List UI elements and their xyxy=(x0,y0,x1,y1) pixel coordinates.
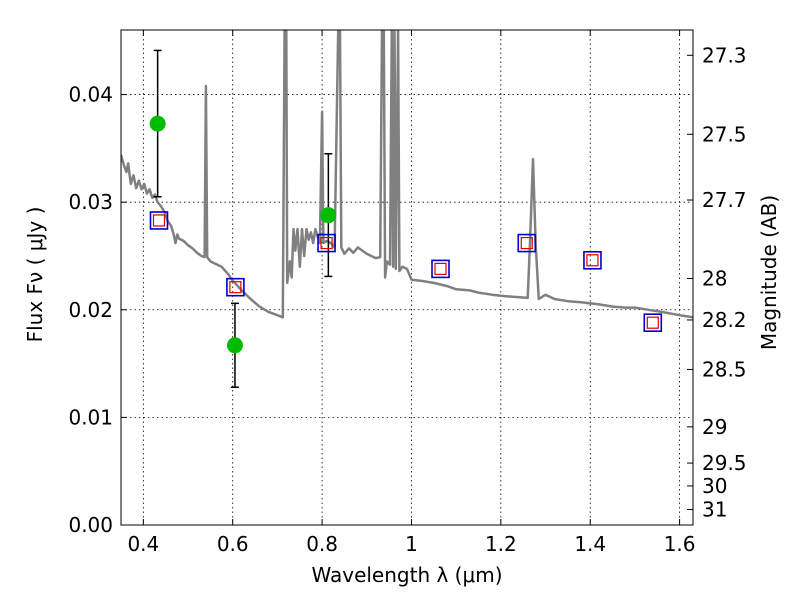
y-tick-label: 0.00 xyxy=(68,513,113,537)
model-photometry-inner xyxy=(586,254,599,267)
x-tick-label: 1.6 xyxy=(664,532,696,556)
magnitude-tick-label: 28 xyxy=(702,266,727,290)
x-tick-label: 0.6 xyxy=(217,532,249,556)
magnitude-axis-label: Magnitude (AB) xyxy=(757,195,781,350)
y-axis-label: Flux Fν ( μJy ) xyxy=(23,207,47,343)
x-tick-label: 1.2 xyxy=(485,532,517,556)
plot-frame xyxy=(120,29,694,526)
magnitude-tick-label: 27.5 xyxy=(702,122,747,146)
model-photometry-inner xyxy=(434,262,447,275)
y-tick-label: 0.03 xyxy=(68,190,113,214)
model-photometry-point xyxy=(431,259,450,279)
data-layer xyxy=(121,30,693,389)
magnitude-tick-label: 30 xyxy=(702,474,727,498)
x-tick-label: 1.4 xyxy=(574,532,606,556)
plot-area xyxy=(121,30,693,389)
model-photometry-inner xyxy=(520,236,533,250)
grid xyxy=(121,30,693,526)
model-photometry-inner xyxy=(646,316,659,329)
magnitude-tick-label: 28.5 xyxy=(702,357,747,381)
y-tick-label: 0.02 xyxy=(68,298,113,322)
magnitude-tick-label: 31 xyxy=(702,497,727,521)
model-photometry-point xyxy=(317,233,336,253)
model-photometry-point xyxy=(517,233,537,253)
model-photometry-inner xyxy=(152,214,166,227)
magnitude-tick-label: 29 xyxy=(702,415,727,439)
x-axis-label: Wavelength λ (μm) xyxy=(311,563,502,587)
model-photometry-point xyxy=(149,211,169,230)
model-photometry-point xyxy=(583,250,602,270)
magnitude-tick-label: 27.3 xyxy=(702,43,747,67)
magnitude-tick-label: 29.5 xyxy=(702,451,747,475)
x-tick-label: 0.4 xyxy=(127,532,159,556)
model-photometry-inner xyxy=(320,236,333,250)
observed-point xyxy=(149,115,166,132)
observed-point xyxy=(226,337,243,354)
model-photometry-inner xyxy=(229,281,242,294)
magnitude-tick-label: 27.7 xyxy=(702,188,747,212)
y-tick-label: 0.04 xyxy=(68,83,113,107)
ticks: 0.4 0.6 0.8 1 1.2 1.4 1.6 0.00 0.01 0.02 0.03 0.04 2… xyxy=(68,30,747,556)
observed-point xyxy=(320,207,337,224)
x-tick-label: 0.8 xyxy=(306,532,338,556)
x-tick-label: 1 xyxy=(405,532,418,556)
model-photometry-point xyxy=(226,277,245,297)
model-photometry-point xyxy=(643,313,663,332)
magnitude-tick-label: 28.2 xyxy=(702,308,747,332)
y-tick-label: 0.01 xyxy=(68,405,113,429)
